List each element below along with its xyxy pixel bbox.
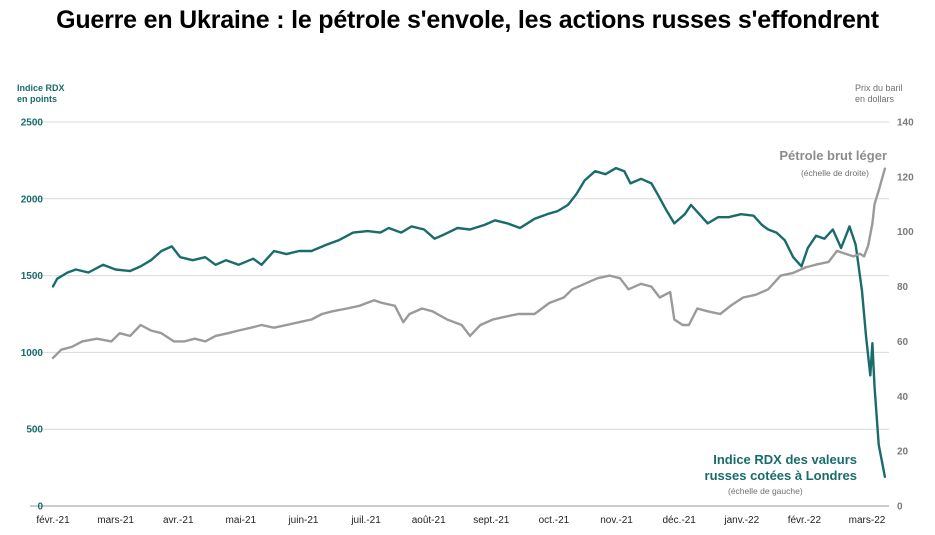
right-tick-label: 40	[897, 392, 909, 403]
axis-ticks: 0 500 1000 1500 2000 2500 0 20 40 60 80 100 120 140 fé…	[21, 118, 914, 527]
right-tick-label: 0	[897, 502, 903, 513]
left-tick-label: 2000	[21, 194, 44, 205]
x-tick-label: juil.-21	[350, 515, 381, 526]
right-axis-title-line1: Prix du baril	[855, 83, 903, 93]
x-tick-label: août-21	[412, 515, 446, 526]
x-tick-label: juin-21	[287, 515, 318, 526]
left-axis-title-line2: en points	[17, 94, 57, 104]
rdx-series-note: (échelle de gauche)	[728, 486, 803, 496]
x-tick-label: mai-21	[226, 515, 257, 526]
left-tick-label: 0	[37, 502, 43, 513]
x-tick-label: sept.-21	[473, 515, 510, 526]
right-axis-title: Prix du baril en dollars	[855, 83, 903, 105]
right-tick-label: 100	[897, 227, 914, 238]
x-tick-label: déc.-21	[662, 515, 696, 526]
rdx-label-line1: Indice RDX des valeurs	[713, 452, 857, 467]
rdx-series-label: Indice RDX des valeurs russes cotées à L…	[700, 452, 857, 484]
x-tick-label: janv.-22	[723, 515, 759, 526]
left-axis-title: Indice RDX en points	[17, 83, 65, 105]
x-tick-label: mars-21	[97, 515, 134, 526]
rdx-series-line	[51, 166, 887, 478]
rdx-label-line2: russes cotées à Londres	[704, 468, 857, 483]
series-lines	[51, 166, 887, 478]
oil-series-label: Pétrole brut léger	[779, 148, 887, 163]
x-tick-label: févr.-22	[788, 515, 822, 526]
right-tick-label: 60	[897, 337, 909, 348]
left-tick-label: 1500	[21, 271, 44, 282]
right-tick-label: 140	[897, 118, 914, 129]
gridlines	[30, 121, 889, 507]
left-tick-label: 1000	[21, 348, 44, 359]
right-tick-label: 20	[897, 447, 909, 458]
left-tick-label: 500	[26, 425, 43, 436]
right-tick-label: 120	[897, 172, 914, 183]
oil-series-note: (échelle de droite)	[800, 168, 869, 178]
chart-title: Guerre en Ukraine : le pétrole s'envole,…	[56, 6, 879, 34]
left-tick-label: 2500	[21, 118, 44, 129]
right-tick-label: 80	[897, 282, 909, 293]
right-axis-title-line2: en dollars	[855, 94, 895, 104]
left-axis-title-line1: Indice RDX	[17, 83, 65, 93]
x-tick-label: nov.-21	[600, 515, 633, 526]
x-tick-label: mars-22	[849, 515, 886, 526]
oil-series-line	[51, 167, 887, 360]
x-tick-label: avr.-21	[163, 515, 194, 526]
x-tick-label: févr.-21	[36, 515, 70, 526]
x-tick-label: oct.-21	[539, 515, 570, 526]
